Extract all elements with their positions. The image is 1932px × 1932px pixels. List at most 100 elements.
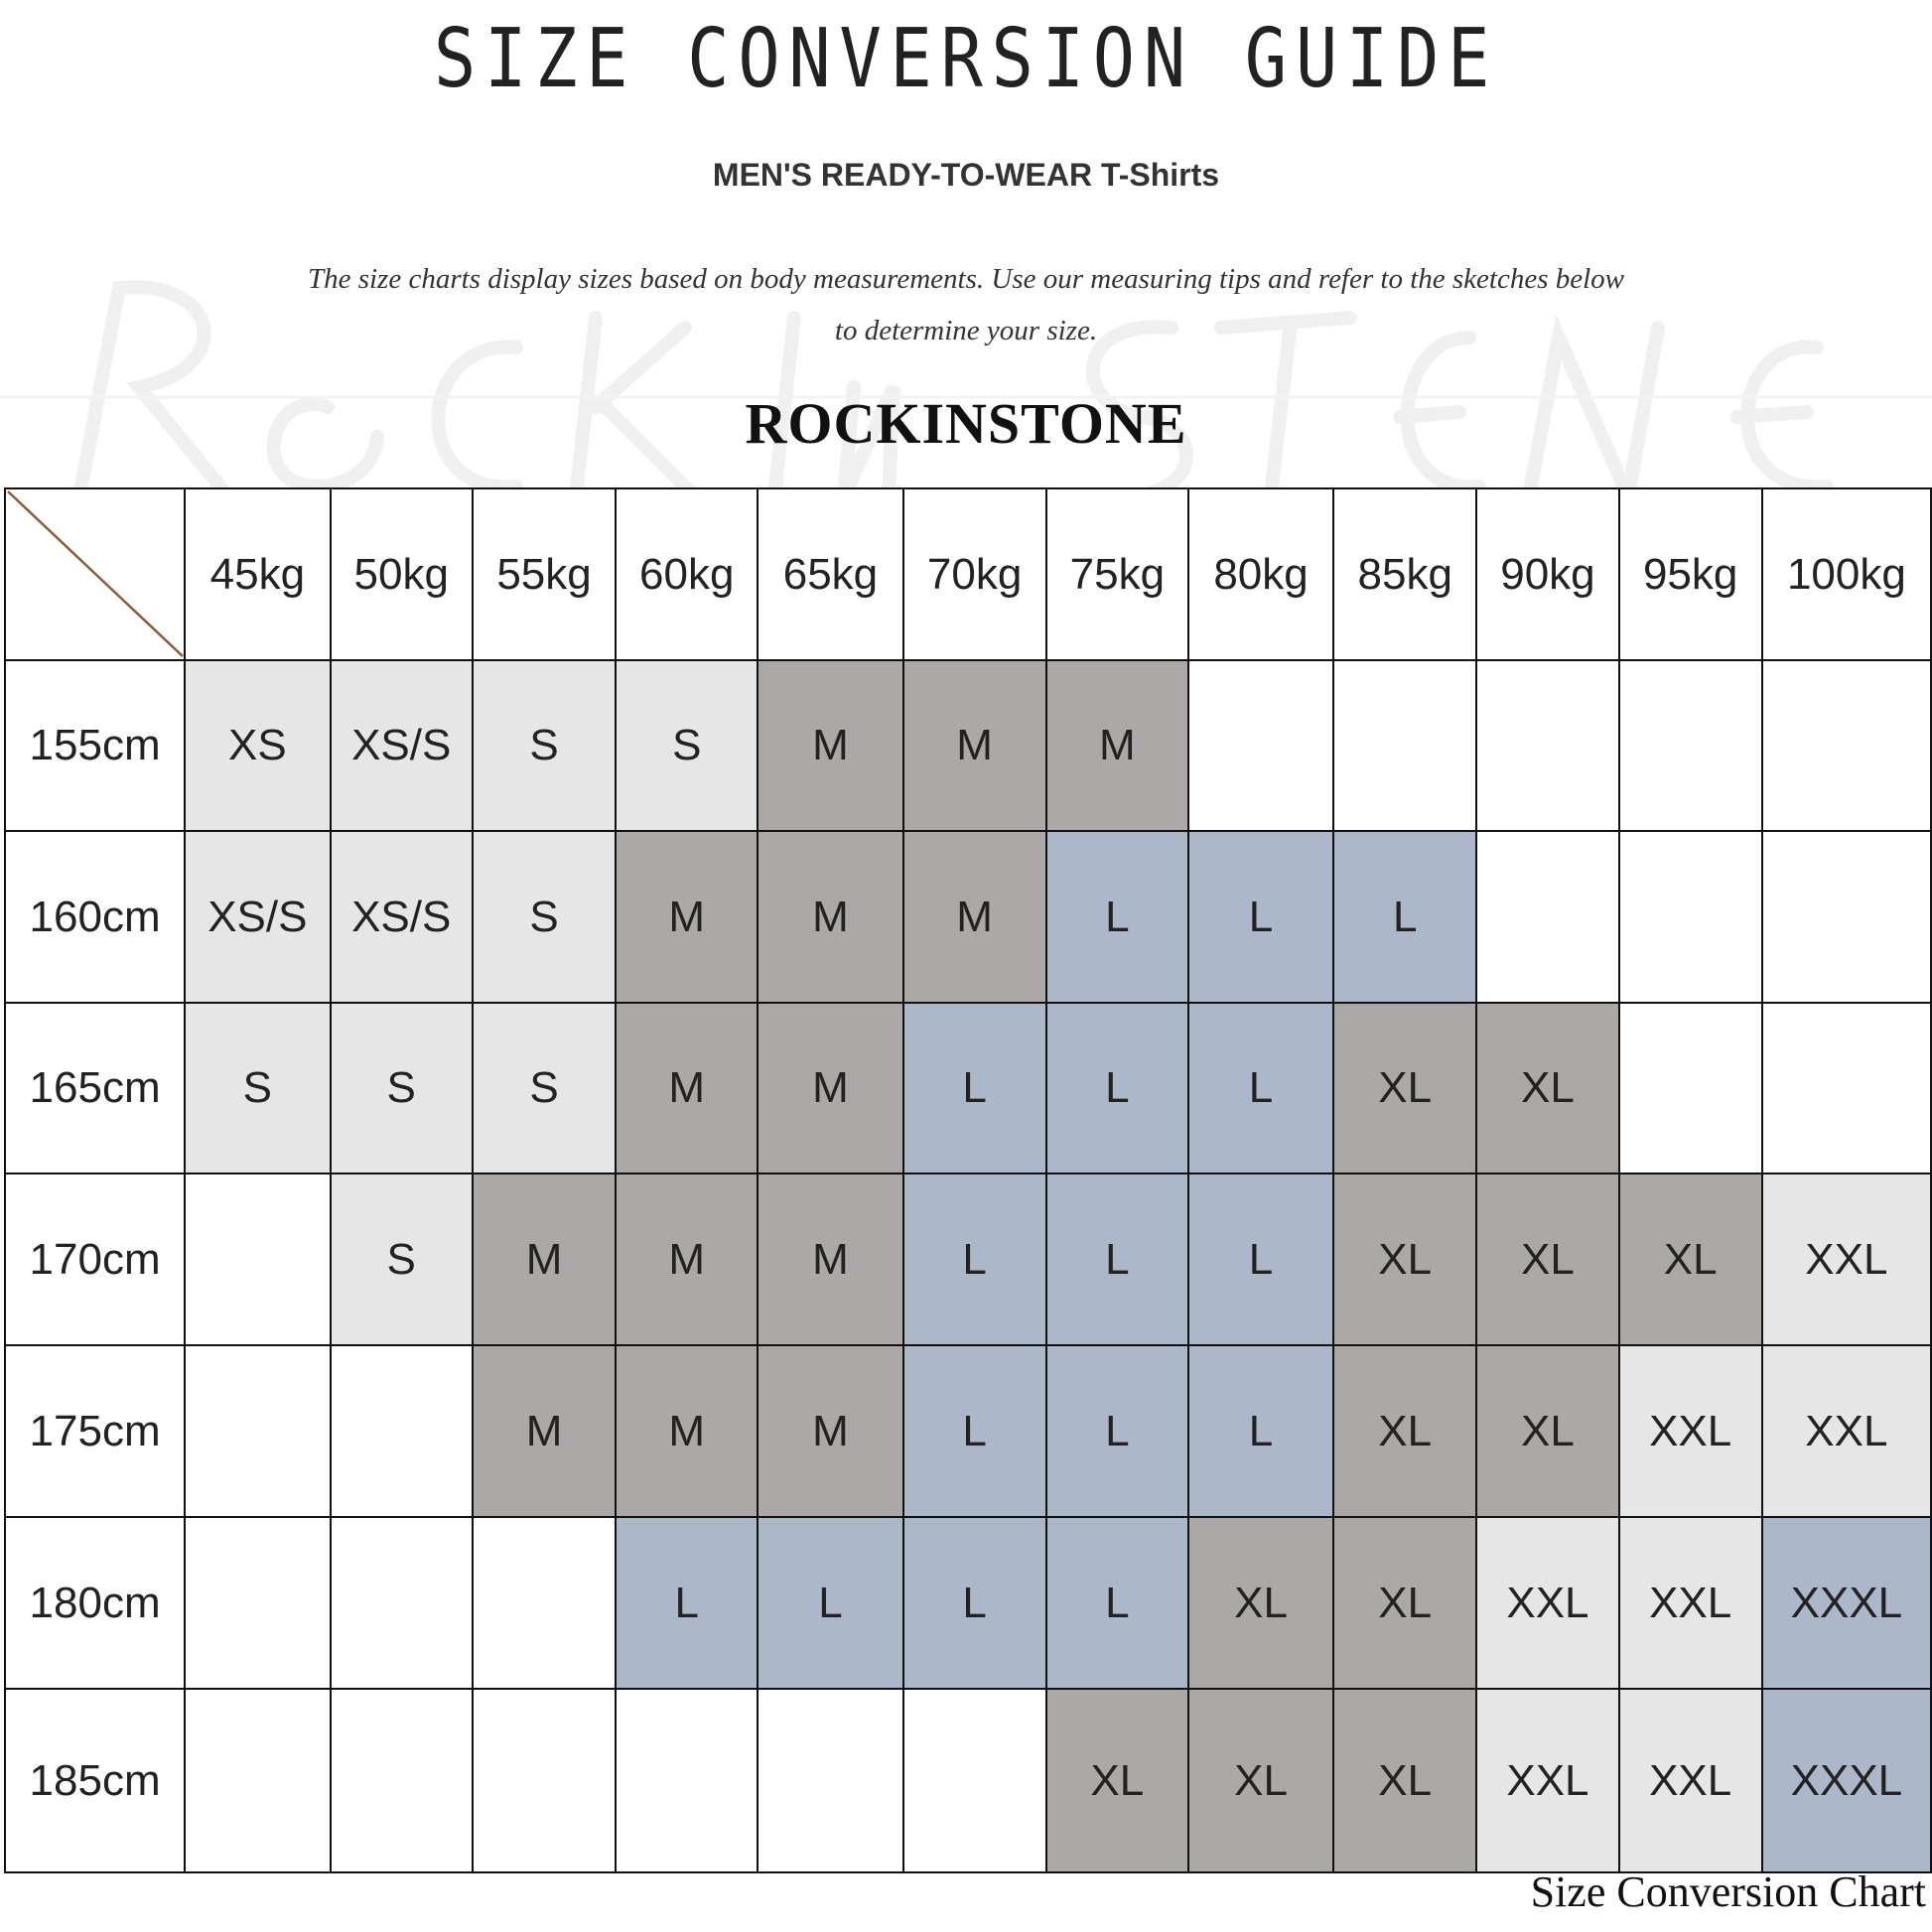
size-cell — [1186, 659, 1335, 832]
size-cell: M — [615, 1344, 759, 1518]
diagonal-divider — [7, 490, 184, 657]
size-cell: XXL — [1617, 1344, 1763, 1518]
size-cell: XS/S — [329, 659, 474, 832]
size-cell: XXL — [1475, 1688, 1620, 1873]
table-row: 180cm L L L L XL XL XXL XXL XXXL — [3, 1516, 1932, 1690]
size-cell — [615, 1688, 759, 1873]
size-table: 45kg 50kg 55kg 60kg 65kg 70kg 75kg 80kg 85kg 90kg… — [3, 487, 1932, 1873]
size-cell: L — [1186, 1344, 1335, 1518]
size-cell: L — [1186, 830, 1335, 1004]
size-cell — [184, 1173, 332, 1346]
size-cell: M — [471, 1173, 618, 1346]
size-cell: XL — [1044, 1688, 1189, 1873]
size-cell: L — [1044, 1516, 1189, 1690]
size-cell: XL — [1617, 1173, 1763, 1346]
size-cell — [1332, 659, 1478, 832]
size-cell — [471, 1688, 618, 1873]
table-row: 160cm XS/S XS/S S M M M L L L — [3, 830, 1932, 1004]
size-cell: XXL — [1617, 1516, 1763, 1690]
size-cell: XL — [1332, 1516, 1478, 1690]
subtitle: MEN'S READY-TO-WEAR T-Shirts — [712, 157, 1220, 193]
size-cell — [1760, 1002, 1932, 1174]
weight-header: 95kg — [1617, 487, 1763, 661]
size-cell: L — [1044, 1002, 1189, 1174]
size-cell: XL — [1186, 1688, 1335, 1873]
size-cell: M — [757, 830, 904, 1004]
size-cell: L — [1044, 1344, 1189, 1518]
size-cell — [471, 1516, 618, 1690]
watermark-logo — [0, 280, 1932, 521]
height-label: 160cm — [3, 830, 187, 1004]
size-cell: L — [1186, 1002, 1335, 1174]
size-cell: XL — [1475, 1173, 1620, 1346]
height-label: 170cm — [3, 1173, 187, 1346]
size-cell — [329, 1688, 474, 1873]
size-cell: M — [471, 1344, 618, 1518]
table-row: 170cm S M M M L L L XL XL XL XXL — [3, 1173, 1932, 1346]
weight-header: 75kg — [1044, 487, 1189, 661]
size-cell: L — [1044, 830, 1189, 1004]
size-cell — [329, 1516, 474, 1690]
size-cell: S — [471, 659, 618, 832]
size-cell: S — [184, 1002, 332, 1174]
size-cell — [901, 1688, 1047, 1873]
table-row: 165cm S S S M M L L L XL XL — [3, 1002, 1932, 1174]
size-cell: L — [1332, 830, 1478, 1004]
size-cell: XL — [1332, 1688, 1478, 1873]
height-label: 185cm — [3, 1688, 187, 1873]
height-label: 175cm — [3, 1344, 187, 1518]
weight-header: 60kg — [615, 487, 759, 661]
size-cell: L — [1186, 1173, 1335, 1346]
size-cell: M — [901, 659, 1047, 832]
brand-name: ROCKINSTONE — [745, 391, 1187, 456]
size-cell — [1475, 659, 1620, 832]
size-cell — [757, 1688, 904, 1873]
size-cell: L — [901, 1344, 1047, 1518]
size-cell: XL — [1475, 1002, 1620, 1174]
table-row: 155cm XS XS/S S S M M M — [3, 659, 1932, 832]
size-cell — [184, 1344, 332, 1518]
size-cell: L — [901, 1002, 1047, 1174]
size-cell — [1760, 830, 1932, 1004]
weight-header: 100kg — [1760, 487, 1932, 661]
corner-cell — [3, 487, 187, 661]
size-cell — [184, 1688, 332, 1873]
size-cell: L — [615, 1516, 759, 1690]
size-cell: S — [329, 1173, 474, 1346]
size-cell — [184, 1516, 332, 1690]
size-cell: XL — [1332, 1002, 1478, 1174]
weight-header: 50kg — [329, 487, 474, 661]
size-cell: XXXL — [1760, 1516, 1932, 1690]
size-cell — [1617, 830, 1763, 1004]
size-cell: M — [757, 1002, 904, 1174]
size-cell — [1617, 1002, 1763, 1174]
table-row: 185cm XL XL XL XXL XXL XXXL — [3, 1688, 1932, 1873]
size-cell — [1617, 659, 1763, 832]
size-cell: M — [615, 830, 759, 1004]
size-cell: XL — [1186, 1516, 1335, 1690]
weight-header: 55kg — [471, 487, 618, 661]
weight-header: 80kg — [1186, 487, 1335, 661]
weight-header: 65kg — [757, 487, 904, 661]
size-cell: XS/S — [184, 830, 332, 1004]
size-cell: L — [901, 1516, 1047, 1690]
size-cell: XXL — [1760, 1344, 1932, 1518]
size-cell: XXL — [1617, 1688, 1763, 1873]
size-cell: XS — [184, 659, 332, 832]
page-title: SIZE CONVERSION GUIDE — [433, 12, 1499, 106]
size-cell — [1475, 830, 1620, 1004]
size-cell: M — [757, 1344, 904, 1518]
description: The size charts display sizes based on b… — [307, 263, 1625, 346]
size-cell: M — [615, 1002, 759, 1174]
size-cell: M — [757, 659, 904, 832]
size-cell — [1760, 659, 1932, 832]
size-cell: M — [1044, 659, 1189, 832]
size-cell: XXL — [1475, 1516, 1620, 1690]
size-cell: XXL — [1760, 1173, 1932, 1346]
weight-header: 85kg — [1332, 487, 1478, 661]
header-row: 45kg 50kg 55kg 60kg 65kg 70kg 75kg 80kg 85kg 90kg… — [3, 487, 1932, 661]
size-cell: XXXL — [1760, 1688, 1932, 1873]
size-cell: M — [901, 830, 1047, 1004]
size-cell: M — [757, 1173, 904, 1346]
size-cell — [329, 1344, 474, 1518]
